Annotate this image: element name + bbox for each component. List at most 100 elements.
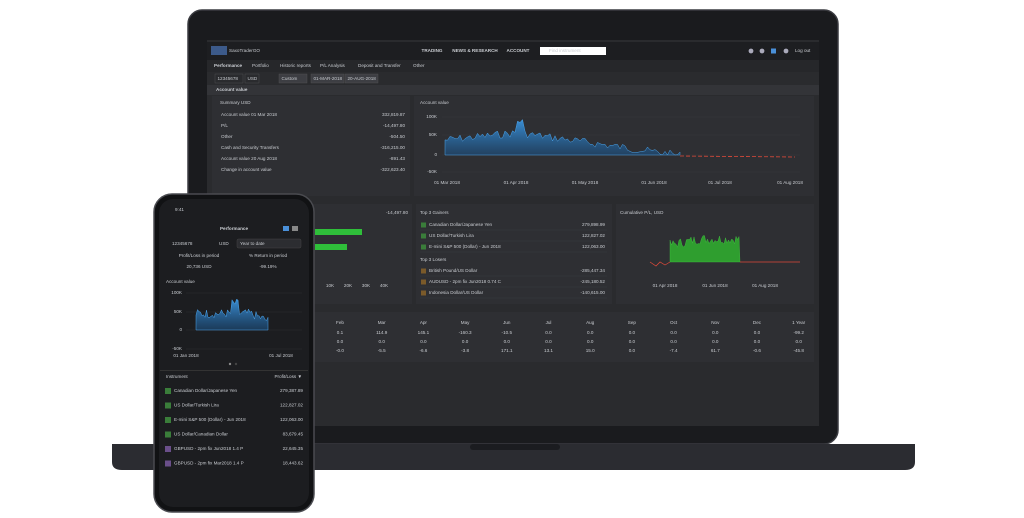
period-select[interactable] [236,238,302,249]
mail-icon[interactable] [283,226,289,231]
tab[interactable]: Historic reports [280,63,312,68]
month-header: Mar [378,320,386,325]
filter-box[interactable] [278,73,308,84]
status-time: 9:41 [175,207,184,212]
chart-title: Account value [166,279,195,284]
filter-box[interactable] [344,73,379,84]
phone-screen [159,199,309,507]
summary-value: -504.50 [389,134,405,139]
month-value: -5.5 [378,348,386,353]
search-box[interactable] [540,47,606,55]
instrument-name[interactable]: US Dollar/Canadian Dollar [174,432,228,437]
summary-label: Account value 20 Aug 2018 [221,156,277,161]
month-value: 0.0 [545,330,552,335]
instrument-icon [421,222,426,228]
filter-box[interactable] [244,73,260,84]
instrument-name: Indonesia Dollar/US Dollar [429,290,484,295]
list-header: Instrument [166,374,188,379]
x-label: 01 Jul 2018 [708,180,732,185]
instrument-name[interactable]: Canadian Dollar/Japanese Yen [174,388,238,393]
tab[interactable]: Other [413,63,425,68]
filter-text: 01-MAR-2018 [314,76,343,81]
month-value: 0.0 [629,348,636,353]
month-value: -0.0 [336,348,344,353]
month-value: 0.0 [379,339,386,344]
logo: SaxoTraderGO [229,48,260,53]
summary-label: P/L [221,123,228,128]
instrument-name[interactable]: GBPUSD - 2pm fix Mar2018 1.4 P [174,461,244,466]
tab[interactable]: Performance [214,63,243,68]
tab-bar [207,60,819,72]
month-value: 114.9 [376,330,388,335]
month-header: Sep [628,320,637,325]
instrument-value: 122,827.02 [582,233,605,238]
x-label: 20K [344,283,353,288]
instrument-value: 18,443.62 [283,461,304,466]
month-value: 0.0 [670,339,677,344]
month-value: 0.0 [712,339,719,344]
screen-title: Performance [220,226,249,231]
x-label: 01 Jul 2018 [269,353,293,358]
instrument-icon [165,402,171,409]
instrument-icon [421,290,426,296]
x-label: 01 Mar 2018 [434,180,460,185]
instrument-name[interactable]: US Dollar/Turkish Lira [174,403,219,408]
month-value: 0.0 [504,339,511,344]
filter-text: 20-AUG-2018 [348,76,377,81]
search-placeholder: Find instrument [549,48,581,53]
month-value: 61.7 [711,348,720,353]
area-chart [195,298,269,331]
y-label: 100K [426,114,438,119]
menu-icon[interactable] [292,226,298,231]
mail-icon[interactable] [771,48,776,54]
instrument-name: AUDUSD - 2pm fix Jun2018 0.74 C [429,279,502,284]
phone-divider [160,370,308,371]
period[interactable]: Year to date [240,241,265,246]
instrument-name[interactable]: E-mini S&P 500 (Dollar) - Jun 2018 [174,417,246,422]
pl-label: Profit/Loss in period [179,253,220,258]
logout[interactable]: Log out [795,48,811,53]
instrument-value: 122,063.00 [582,244,605,249]
y-label: 0 [179,327,182,332]
area-chart [444,119,681,156]
tab[interactable]: P/L Analysis [320,63,346,68]
month-value: 0.0 [587,339,594,344]
y-label: -50K [427,169,438,174]
filter-box[interactable] [214,73,244,84]
month-header: May [461,320,470,325]
summary-value: -322,623.40 [380,167,405,172]
month-value: 0.0 [462,339,469,344]
month-header: Apr [420,320,428,325]
instrument-value: -285,447.34 [580,268,605,273]
nav-item[interactable]: TRADING [422,48,443,53]
nav-item[interactable]: NEWS & RESEARCH [452,48,498,53]
account-id: 12345678 [172,241,193,246]
instrument-value: 83,679.45 [283,432,304,437]
tab[interactable]: Portfolio [252,63,269,68]
month-value: 0.0 [754,330,761,335]
y-label: 50K [429,132,438,137]
instrument-value: 122,827.02 [280,403,303,408]
nav-item[interactable]: ACCOUNT [507,48,530,53]
filter-box[interactable] [310,73,345,84]
section-bar [207,85,819,95]
help-icon[interactable] [748,48,754,54]
instrument-name: US Dollar/Turkish Lira [429,233,474,238]
instrument-icon [165,388,171,394]
month-value: 0.0 [796,339,803,344]
notify-icon[interactable] [759,48,765,54]
laptop-notch [470,444,560,450]
month-value: -99.2 [793,330,804,335]
instrument-name[interactable]: GBPUSD - 2pm fix Jun2018 1.4 P [174,446,243,451]
filter-text: USD [248,76,258,81]
instrument-icon [421,268,426,274]
month-value: 0.0 [420,339,427,344]
summary-label: Change in account value [221,167,272,172]
month-value: 0.1 [337,330,344,335]
x-label: 01 Aug 2018 [777,180,803,185]
settings-icon[interactable] [783,48,789,54]
tab[interactable]: Deposit and Transfer [358,63,401,68]
list-header[interactable]: Profit/Loss ▼ [274,374,302,379]
instrument-icon [165,460,171,467]
